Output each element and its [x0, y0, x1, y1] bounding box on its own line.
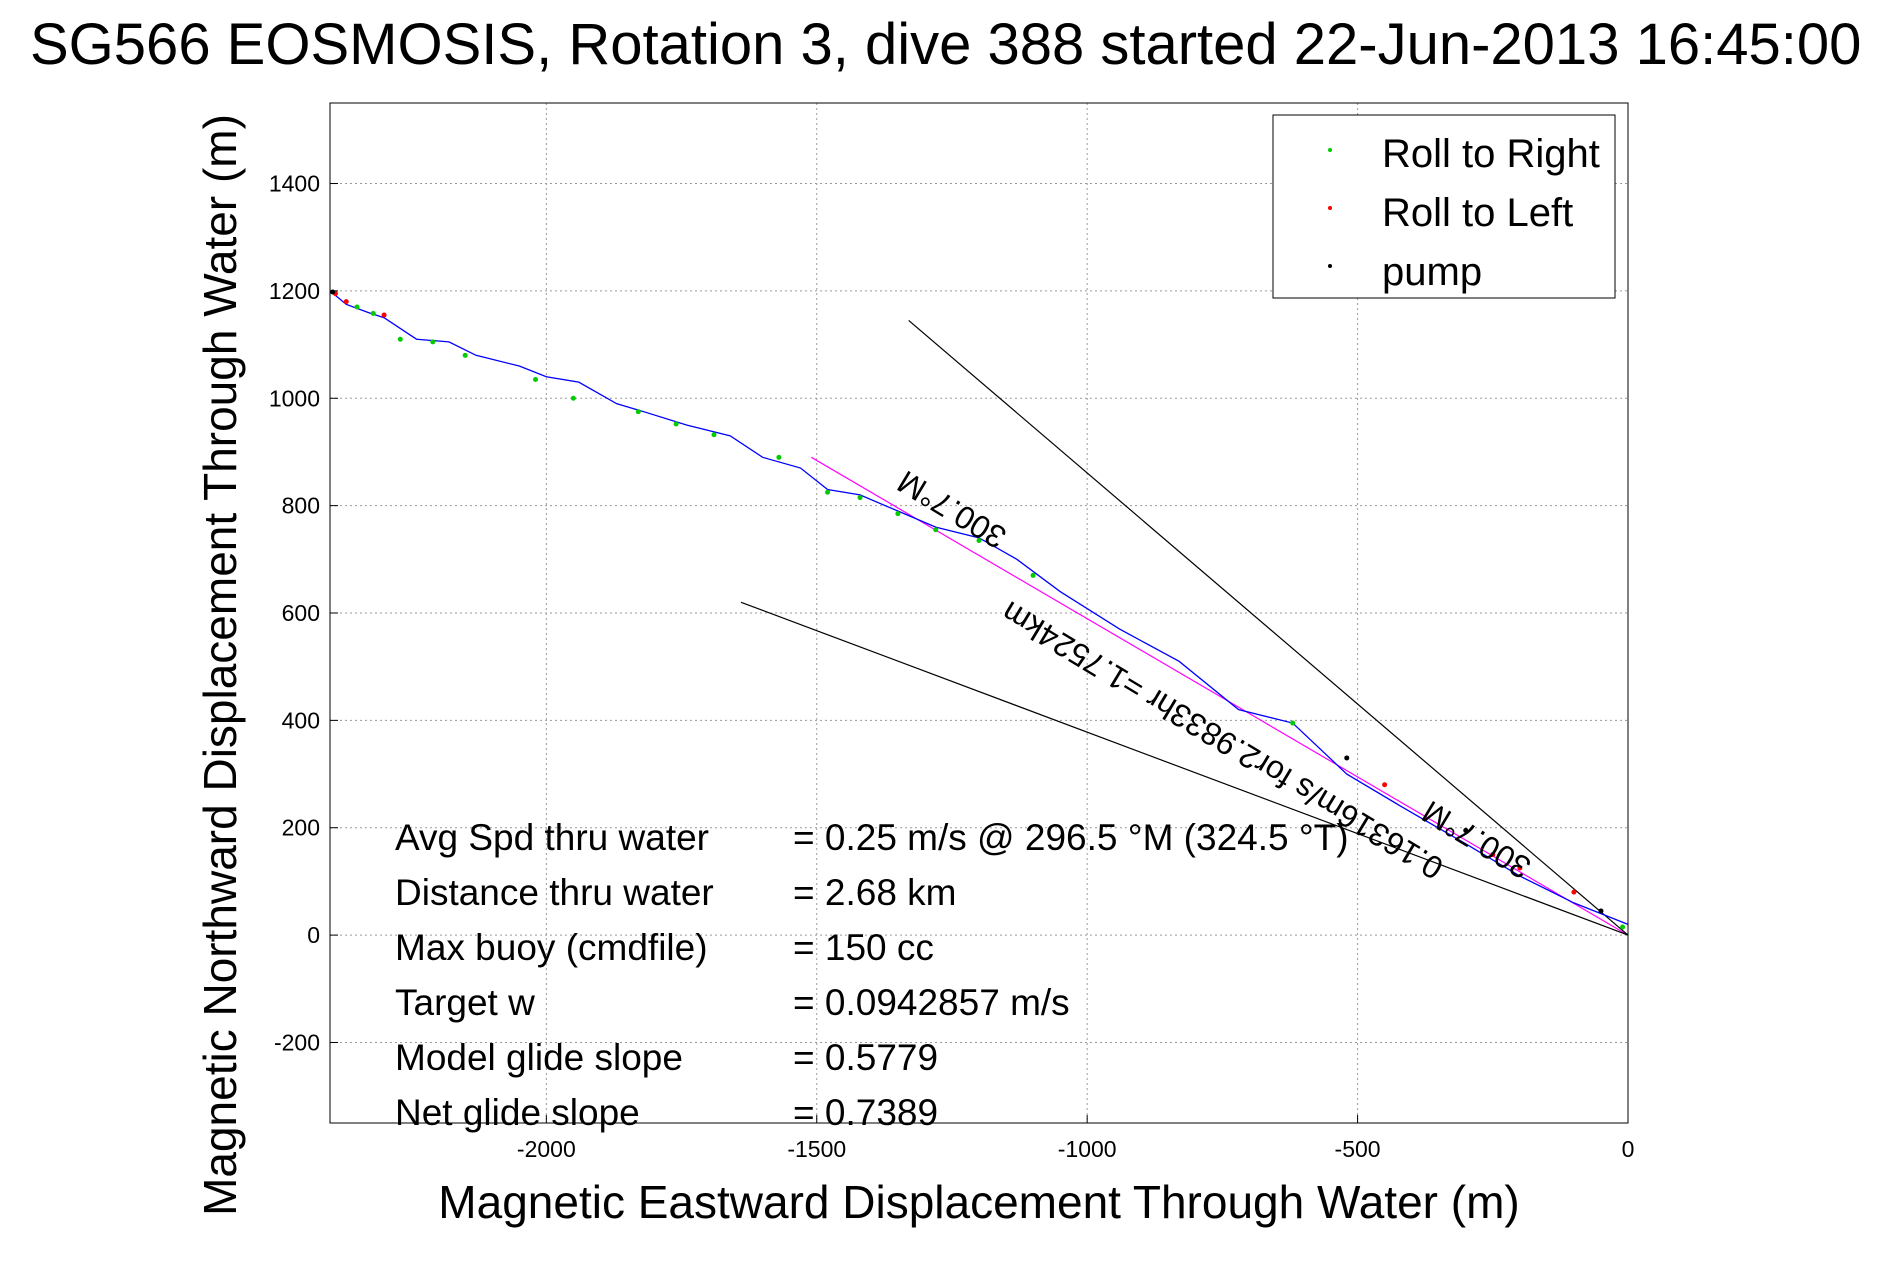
- y-tick-label: 800: [282, 493, 320, 519]
- marker-roll-to-right: [430, 339, 436, 345]
- marker-roll-to-right: [1620, 924, 1626, 930]
- y-tick-label: 200: [282, 815, 320, 841]
- marker-roll-to-left: [1490, 852, 1496, 858]
- y-tick-label: 0: [307, 922, 320, 948]
- track-line: [329, 290, 1629, 925]
- stat-value: = 0.0942857 m/s: [793, 982, 1070, 1023]
- marker-roll-to-right: [570, 395, 576, 401]
- marker-roll-to-right: [776, 454, 782, 460]
- marker-roll-to-right: [933, 527, 939, 533]
- x-axis-label: Magnetic Eastward Displacement Through W…: [438, 1176, 1519, 1228]
- marker-roll-to-right: [635, 409, 641, 415]
- marker-roll-to-right: [533, 376, 539, 382]
- stat-label: Max buoy (cmdfile): [395, 927, 708, 968]
- legend-marker-0: [1328, 148, 1332, 152]
- x-tick-label: -1500: [787, 1136, 846, 1162]
- marker-roll-to-left: [1517, 865, 1523, 871]
- stat-value: = 2.68 km: [793, 872, 957, 913]
- marker-roll-to-right: [825, 489, 831, 495]
- stats-block: Avg Spd thru water = 0.25 m/s @ 296.5 °M …: [395, 817, 1349, 1133]
- marker-pump: [330, 289, 336, 295]
- marker-pump: [1598, 908, 1604, 914]
- plot-frame: [329, 102, 1629, 1124]
- stat-label: Net glide slope: [395, 1092, 640, 1133]
- marker-roll-to-left: [343, 299, 349, 305]
- x-tick-label: -500: [1335, 1136, 1381, 1162]
- marker-roll-to-right: [1290, 720, 1296, 726]
- marker-roll-to-right: [370, 310, 376, 316]
- marker-pump: [1463, 827, 1469, 833]
- legend-label-1: Roll to Left: [1382, 191, 1573, 235]
- cone-line: [908, 319, 1629, 936]
- y-tick-label: 1200: [269, 278, 320, 304]
- marker-roll-to-right: [397, 336, 403, 342]
- y-tick-label: 1400: [269, 171, 320, 197]
- marker-roll-to-right: [857, 495, 863, 501]
- marker-roll-to-right: [976, 538, 982, 544]
- axes: -2000 -1500 -1000 -500 0-2000200400600800100…: [269, 171, 1635, 1162]
- stat-label: Model glide slope: [395, 1037, 683, 1078]
- stat-label: Avg Spd thru water: [395, 817, 709, 858]
- marker-roll-to-right: [711, 432, 717, 438]
- y-axis-label: Magnetic Northward Displacement Through …: [194, 114, 246, 1216]
- y-tick-label: 400: [282, 707, 320, 733]
- marker-roll-to-right: [895, 511, 901, 517]
- stat-value: = 0.5779: [793, 1037, 938, 1078]
- chart-title: SG566 EOSMOSIS, Rotation 3, dive 388 sta…: [30, 12, 1861, 77]
- x-tick-label: -1000: [1058, 1136, 1117, 1162]
- legend: Roll to Right Roll to Left pump: [1272, 114, 1616, 299]
- stat-value: = 0.7389: [793, 1092, 938, 1133]
- marker-roll-to-left: [381, 312, 387, 318]
- marker-roll-to-left: [1571, 889, 1577, 895]
- stat-label: Target w: [395, 982, 535, 1023]
- marker-roll-to-right: [462, 352, 468, 358]
- y-tick-label: 600: [282, 600, 320, 626]
- marker-roll-to-right: [354, 304, 360, 310]
- stat-label: Distance thru water: [395, 872, 714, 913]
- cone-line: [740, 601, 1629, 936]
- legend-label-2: pump: [1382, 250, 1482, 294]
- x-tick-label: 0: [1622, 1136, 1635, 1162]
- legend-label-0: Roll to Right: [1382, 132, 1600, 176]
- stat-value: = 0.25 m/s @ 296.5 °M (324.5 °T): [793, 817, 1349, 858]
- legend-marker-1: [1328, 206, 1332, 210]
- x-tick-label: -2000: [517, 1136, 576, 1162]
- legend-marker-2: [1328, 264, 1332, 268]
- marker-roll-to-left: [1382, 782, 1388, 788]
- marker-roll-to-right: [673, 421, 679, 427]
- marker-roll-to-right: [1030, 572, 1036, 578]
- y-tick-label: 1000: [269, 385, 320, 411]
- marker-pump: [1344, 755, 1350, 761]
- y-tick-label: -200: [274, 1029, 320, 1055]
- stat-value: = 150 cc: [793, 927, 934, 968]
- series-group: [329, 289, 1629, 930]
